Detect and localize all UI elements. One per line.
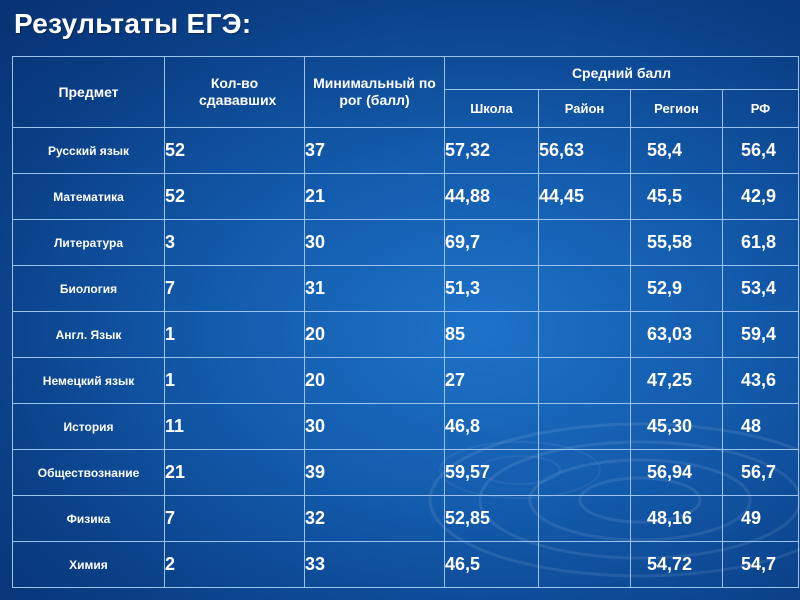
school-cell: 85 [444,311,539,358]
results-table: Предмет Кол-во сдававших Минимальный пор… [12,56,799,588]
count-cell: 1 [164,357,305,404]
table-row: Литература 3 30 69,7 55,58 61,8 [12,219,799,266]
subject-cell: Англ. Язык [12,311,165,358]
district-cell [538,449,631,496]
count-cell: 52 [164,127,305,174]
count-cell: 2 [164,541,305,588]
region-cell: 45,30 [630,403,723,450]
min-cell: 31 [304,265,445,312]
subject-cell: Химия [12,541,165,588]
region-cell: 63,03 [630,311,723,358]
subject-cell: Русский язык [12,127,165,174]
school-cell: 51,3 [444,265,539,312]
min-cell: 20 [304,311,445,358]
district-cell [538,219,631,266]
count-cell: 1 [164,311,305,358]
district-cell [538,311,631,358]
region-cell: 54,72 [630,541,723,588]
table-row: Немецкий язык 1 20 27 47,25 43,6 [12,357,799,404]
rf-cell: 42,9 [722,173,799,220]
school-cell: 52,85 [444,495,539,542]
region-cell: 58,4 [630,127,723,174]
rf-cell: 59,4 [722,311,799,358]
min-cell: 37 [304,127,445,174]
header-region: Регион [630,89,723,128]
region-cell: 55,58 [630,219,723,266]
region-cell: 52,9 [630,265,723,312]
min-cell: 33 [304,541,445,588]
subject-cell: Обществознание [12,449,165,496]
district-cell: 44,45 [538,173,631,220]
table-row: Физика 7 32 52,85 48,16 49 [12,495,799,542]
table-row: Русский язык 52 37 57,32 56,63 58,4 56,4 [12,127,799,174]
header-school: Школа [444,89,539,128]
header-subject: Предмет [12,56,165,128]
table-row: Математика 52 21 44,88 44,45 45,5 42,9 [12,173,799,220]
school-cell: 59,57 [444,449,539,496]
rf-cell: 61,8 [722,219,799,266]
district-cell: 56,63 [538,127,631,174]
subject-cell: Немецкий язык [12,357,165,404]
table-row: Обществознание 21 39 59,57 56,94 56,7 [12,449,799,496]
min-cell: 32 [304,495,445,542]
district-cell [538,403,631,450]
subject-cell: Математика [12,173,165,220]
header-district: Район [538,89,631,128]
min-cell: 21 [304,173,445,220]
subject-cell: История [12,403,165,450]
school-cell: 46,5 [444,541,539,588]
header-count: Кол-во сдававших [164,56,305,128]
table-row: Химия 2 33 46,5 54,72 54,7 [12,541,799,588]
rf-cell: 54,7 [722,541,799,588]
rf-cell: 56,4 [722,127,799,174]
min-cell: 39 [304,449,445,496]
table-row: Англ. Язык 1 20 85 63,03 59,4 [12,311,799,358]
count-cell: 11 [164,403,305,450]
min-cell: 20 [304,357,445,404]
school-cell: 46,8 [444,403,539,450]
page-title: Результаты ЕГЭ: [14,8,252,39]
header-min-threshold: Минимальный порог (балл) [304,56,445,128]
school-cell: 57,32 [444,127,539,174]
count-cell: 7 [164,495,305,542]
count-cell: 7 [164,265,305,312]
district-cell [538,495,631,542]
count-cell: 21 [164,449,305,496]
table-row: Биология 7 31 51,3 52,9 53,4 [12,265,799,312]
rf-cell: 53,4 [722,265,799,312]
table-row: История 11 30 46,8 45,30 48 [12,403,799,450]
school-cell: 44,88 [444,173,539,220]
school-cell: 27 [444,357,539,404]
count-cell: 3 [164,219,305,266]
school-cell: 69,7 [444,219,539,266]
region-cell: 47,25 [630,357,723,404]
rf-cell: 49 [722,495,799,542]
min-cell: 30 [304,219,445,266]
district-cell [538,357,631,404]
region-cell: 56,94 [630,449,723,496]
region-cell: 48,16 [630,495,723,542]
region-cell: 45,5 [630,173,723,220]
district-cell [538,265,631,312]
header-avg-group: Средний балл [444,56,799,90]
count-cell: 52 [164,173,305,220]
rf-cell: 43,6 [722,357,799,404]
header-rf: РФ [722,89,799,128]
rf-cell: 56,7 [722,449,799,496]
subject-cell: Литература [12,219,165,266]
min-cell: 30 [304,403,445,450]
subject-cell: Физика [12,495,165,542]
district-cell [538,541,631,588]
rf-cell: 48 [722,403,799,450]
subject-cell: Биология [12,265,165,312]
